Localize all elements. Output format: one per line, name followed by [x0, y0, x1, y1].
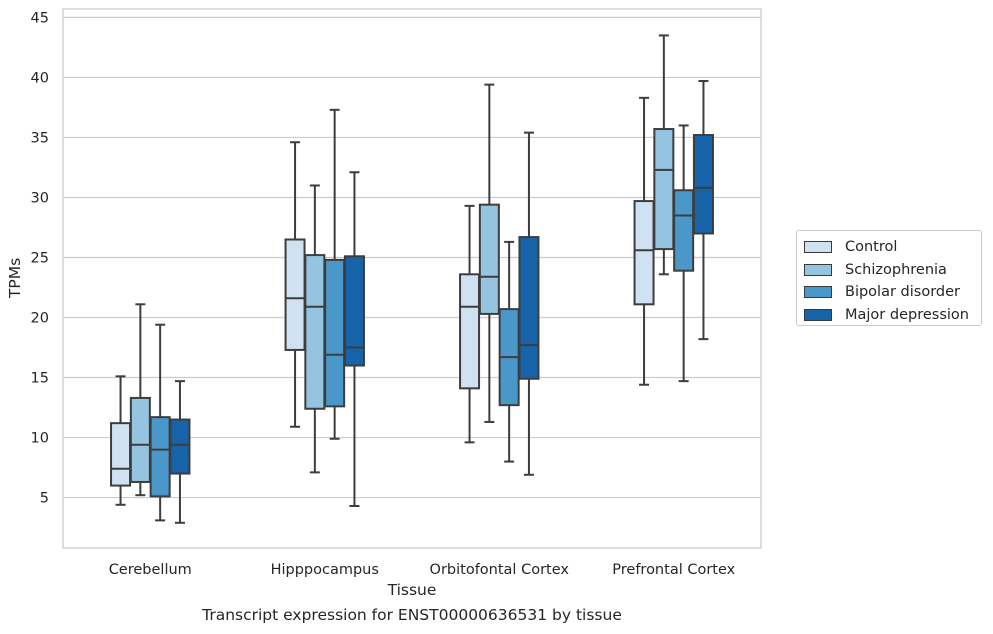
box-major-depression: [518, 131, 540, 476]
box-schizophrenia: [653, 34, 675, 276]
box-control: [110, 375, 132, 506]
x-tick-label: Prefrontal Cortex: [612, 562, 735, 578]
box-major-depression: [343, 171, 365, 507]
legend-item: Schizophrenia: [804, 259, 981, 282]
box-control: [633, 96, 655, 386]
y-tick-label: 40: [31, 70, 49, 86]
y-tick-label: 35: [31, 130, 49, 146]
legend-label: Schizophrenia: [845, 261, 947, 278]
y-tick-label: 5: [40, 491, 49, 507]
x-tick-label: Cerebellum: [109, 562, 192, 578]
legend-item: Major depression: [804, 304, 981, 327]
x-axis-label: Tissue: [387, 581, 437, 599]
box-iqr: [304, 254, 326, 410]
box-bipolar-disorder: [673, 124, 695, 383]
legend-swatch: [804, 286, 832, 299]
box-iqr: [110, 422, 132, 487]
box-iqr: [284, 238, 306, 351]
box-iqr: [633, 200, 655, 306]
box-schizophrenia: [304, 184, 326, 474]
y-axis-label: TPMs: [6, 258, 24, 299]
legend-label: Bipolar disorder: [845, 284, 960, 301]
x-tick-labels: Cerebellum Hipppocampus Orbitofontal Corte…: [109, 562, 736, 578]
box-control: [459, 204, 481, 444]
box-iqr: [518, 236, 540, 380]
y-tick-label: 15: [31, 371, 49, 387]
legend: Control Schizophrenia Bipolar disorder Majo…: [796, 230, 982, 326]
box-bipolar-disorder: [149, 323, 171, 522]
box-bipolar-disorder: [498, 240, 520, 463]
y-tick-label: 25: [31, 250, 49, 266]
legend-swatch: [804, 308, 832, 321]
box-iqr: [343, 255, 365, 367]
chart-caption: Transcript expression for ENST0000063653…: [202, 606, 622, 624]
box-major-depression: [169, 380, 191, 524]
x-tick-label: Orbitofontal Cortex: [430, 562, 570, 578]
legend-item: Control: [804, 236, 981, 259]
box-iqr: [459, 273, 481, 390]
legend-swatch: [804, 241, 832, 254]
box-iqr: [673, 189, 695, 272]
legend-swatch: [804, 263, 832, 276]
box-schizophrenia: [478, 83, 500, 423]
legend-label: Control: [845, 239, 898, 256]
y-tick-labels: 5 10 15 20 25 30 35 40 45: [31, 10, 49, 506]
y-tick-label: 45: [31, 10, 49, 26]
plot-frame: [62, 8, 762, 549]
box-schizophrenia: [129, 303, 151, 497]
box-iqr: [692, 134, 714, 235]
box-iqr: [324, 258, 346, 408]
x-tick-label: Hipppocampus: [271, 562, 379, 578]
box-major-depression: [692, 80, 714, 341]
legend-label: Major depression: [845, 306, 969, 323]
y-tick-label: 20: [31, 311, 49, 327]
legend-item: Bipolar disorder: [804, 281, 981, 304]
y-tick-label: 10: [31, 431, 49, 447]
box-control: [284, 141, 306, 428]
boxes-layer: [110, 34, 714, 524]
box-iqr: [478, 203, 500, 315]
box-iqr: [129, 396, 151, 483]
box-iqr: [653, 128, 675, 251]
box-bipolar-disorder: [324, 108, 346, 440]
y-tick-label: 30: [31, 190, 49, 206]
box-iqr: [149, 416, 171, 498]
box-iqr: [169, 418, 191, 475]
